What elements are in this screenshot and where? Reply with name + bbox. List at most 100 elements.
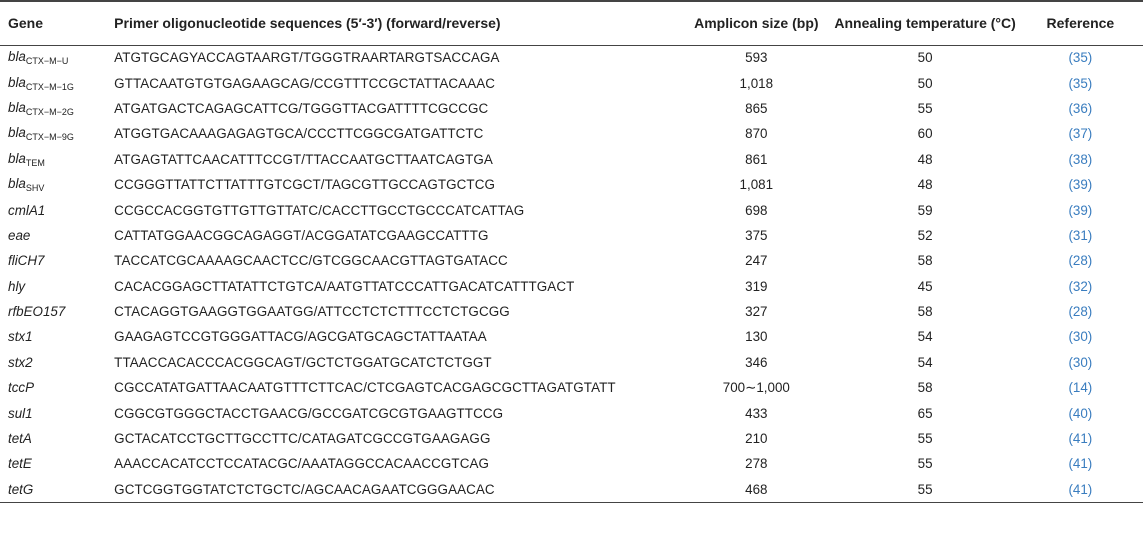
table-row: stx1 GAAGAGTCCGTGGGATTACG/AGCGATGCAGCTATT… [0,324,1143,349]
gene-cell: sul1 [0,400,104,425]
gene-subscript: CTX−M−U [25,56,69,67]
sequence-cell: GCTCGGTGGTATCTCTGCTC/AGCAACAGAATCGGGAACA… [104,476,681,503]
annealing-cell: 58 [917,253,933,269]
gene-subscript: CTX−M−2G [25,106,74,117]
annealing-cell: 52 [917,227,933,243]
annealing-cell: 58 [917,380,933,396]
gene-cell: blaCTX−M−9G [0,121,104,146]
table-row: tetA GCTACATCCTGCTTGCCTTC/CATAGATCGCCGTGA… [0,426,1143,451]
amplicon-cell: 861 [745,151,768,167]
gene-cell: tetE [0,451,104,476]
sequence-cell: TACCATCGCAAAAGCAACTCC/GTCGGCAACGTTAGTGAT… [114,253,508,269]
annealing-cell: 54 [917,354,933,370]
annealing-cell: 55 [832,476,1018,503]
sequence-cell: AAACCACATCCTCCATACGC/AAATAGGCCACAACCGTCA… [114,456,490,472]
gene-cell: blaCTX−M−2G [0,96,104,121]
gene-name: tccP [8,380,35,396]
amplicon-cell: 247 [745,253,768,269]
gene-cell: fliCH7 [0,248,104,273]
amplicon-cell: 375 [745,227,768,243]
annealing-cell: 60 [917,126,933,142]
gene-cell: stx1 [0,324,104,349]
amplicon-cell: 865 [745,100,768,116]
header-row: Gene Primer oligonucleotide sequences (5… [0,0,1143,46]
gene-cell: rfbEO157 [0,299,104,324]
gene-cell: tetA [0,426,104,451]
annealing-cell: 55 [917,100,933,116]
table-header: Gene Primer oligonucleotide sequences (5… [0,0,1143,46]
gene-name: bla [8,99,26,115]
reference-link: (14) [1068,380,1093,396]
reference-link: (36) [1068,100,1093,116]
gene-name: cmlA1 [8,202,46,218]
amplicon-cell: 130 [745,329,768,345]
annealing-cell: 55 [917,456,933,472]
header-amplicon: Amplicon size (bp) [680,0,833,46]
sequence-cell: CATTATGGAACGGCAGAGGT/ACGGATATCGAAGCCATTT… [114,227,489,243]
reference-link: (39) [1068,177,1093,193]
gene-name: bla [8,74,26,90]
gene-name: eae [8,227,31,243]
table-row: blaSHV CCGGGTTATTCTTATTTGTCGCT/TAGCGTTGCC… [0,172,1143,197]
gene-cell: eae [0,223,104,248]
sequence-cell: GAAGAGTCCGTGGGATTACG/AGCGATGCAGCTATTAATA… [114,329,487,345]
reference-link: (32) [1068,278,1093,294]
reference-link: (35) [1068,75,1093,91]
gene-cell: tccP [0,375,104,400]
amplicon-cell: 468 [680,476,833,503]
sequence-cell: ATGGTGACAAAGAGAGTGCA/CCCTTCGGCGATGATTCTC [114,126,484,142]
reference-link: (30) [1068,329,1093,345]
table-row: blaCTX−M−9G ATGGTGACAAAGAGAGTGCA/CCCTTCGG… [0,121,1143,146]
annealing-cell: 59 [917,202,933,218]
reference-link: (41) [1068,456,1093,472]
gene-name: bla [8,49,26,65]
amplicon-cell: 1,081 [739,177,774,193]
annealing-cell: 45 [917,278,933,294]
sequence-cell: ATGATGACTCAGAGCATTCG/TGGGTTACGATTTTCGCCG… [114,100,489,116]
sequence-cell: GCTACATCCTGCTTGCCTTC/CATAGATCGCCGTGAAGAG… [114,431,491,447]
amplicon-cell: 1,018 [739,75,774,91]
table-row: blaCTX−M−2G ATGATGACTCAGAGCATTCG/TGGGTTAC… [0,96,1143,121]
annealing-cell: 50 [917,75,933,91]
sequence-cell: CGGCGTGGGCTACCTGAACG/GCCGATCGCGTGAAGTTCC… [114,405,504,421]
sequence-cell: TTAACCACACCCACGGCAGT/GCTCTGGATGCATCTCTGG… [114,354,492,370]
sequence-cell: CCGCCACGGTGTTGTTGTTATC/CACCTTGCCTGCCCATC… [114,202,525,218]
reference-link: (28) [1068,304,1093,320]
gene-cell: cmlA1 [0,197,104,222]
gene-name: stx2 [8,354,33,370]
gene-name: hly [8,278,26,294]
header-annealing: Annealing temperature (°C) [832,0,1018,46]
amplicon-cell: 346 [745,354,768,370]
gene-name: fliCH7 [8,253,45,269]
table-row: hly CACACGGAGCTTATATTCTGTCA/AATGTTATCCCAT… [0,274,1143,299]
amplicon-cell: 433 [745,405,768,421]
table-row: fliCH7 TACCATCGCAAAAGCAACTCC/GTCGGCAACGTT… [0,248,1143,273]
gene-name: tetG [8,481,34,497]
sequence-cell: ATGTGCAGYACCAGTAARGT/TGGGTRAARTARGTSACCA… [114,50,500,66]
gene-cell: blaSHV [0,172,104,197]
annealing-cell: 48 [917,151,933,167]
annealing-cell: 48 [917,177,933,193]
amplicon-cell: 870 [745,126,768,142]
sequence-cell: CGCCATATGATTAACAATGTTTCTTCAC/CTCGAGTCACG… [114,380,616,396]
sequence-cell: GTTACAATGTGTGAGAAGCAG/CCGTTTCCGCTATTACAA… [114,75,496,91]
gene-name: tetA [8,431,32,447]
sequence-cell: CCGGGTTATTCTTATTTGTCGCT/TAGCGTTGCCAGTGCT… [114,177,495,193]
sequence-cell: ATGAGTATTCAACATTTCCGT/TTACCAATGCTTAATCAG… [114,151,493,167]
reference-link: (38) [1068,151,1093,167]
gene-cell: hly [0,274,104,299]
gene-name: tetE [8,456,32,472]
table-row: rfbEO157 CTACAGGTGAAGGTGGAATGG/ATTCCTCTCT… [0,299,1143,324]
gene-subscript: CTX−M−1G [25,81,74,92]
table-row: tetE AAACCACATCCTCCATACGC/AAATAGGCCACAACC… [0,451,1143,476]
gene-cell: blaTEM [0,147,104,172]
gene-name: bla [8,150,26,166]
gene-cell: blaCTX−M−1G [0,70,104,95]
gene-name: bla [8,125,26,141]
gene-subscript: CTX−M−9G [25,132,74,143]
gene-name: rfbEO157 [8,304,66,320]
reference-link: (35) [1068,50,1093,66]
table-row: stx2 TTAACCACACCCACGGCAGT/GCTCTGGATGCATCT… [0,350,1143,375]
table-row: blaCTX−M−U ATGTGCAGYACCAGTAARGT/TGGGTRAAR… [0,45,1143,70]
annealing-cell: 58 [917,304,933,320]
